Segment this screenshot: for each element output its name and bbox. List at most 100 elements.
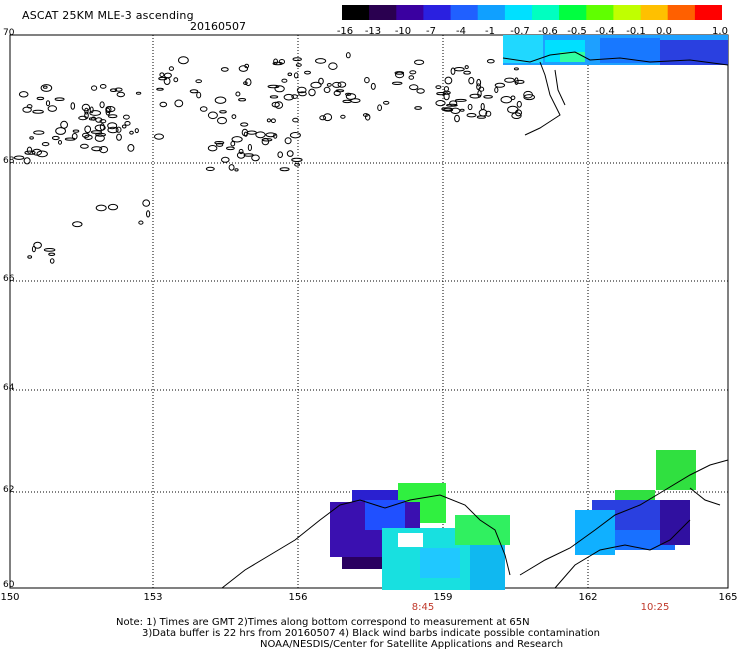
lake-contour xyxy=(335,89,345,93)
lake-contour xyxy=(435,100,446,107)
lake-contour xyxy=(494,87,499,93)
lake-contour xyxy=(370,82,376,90)
lake-contour xyxy=(319,115,327,121)
lake-contour xyxy=(350,98,361,103)
lon-label: 162 xyxy=(578,592,598,603)
lake-contour xyxy=(364,77,370,84)
lake-contour xyxy=(436,92,446,96)
colorbar-swatch xyxy=(423,5,451,20)
lake-contour xyxy=(23,157,31,165)
lake-contour xyxy=(108,114,118,119)
lake-contours xyxy=(13,52,536,264)
lake-contour xyxy=(272,61,283,66)
lake-contour xyxy=(304,70,311,75)
lake-contour xyxy=(127,144,135,152)
lake-contour xyxy=(342,99,352,104)
lake-contour xyxy=(158,76,168,81)
lake-contour xyxy=(51,135,60,141)
lake-contour xyxy=(323,86,331,94)
lake-contour xyxy=(444,76,453,85)
lake-contour xyxy=(449,100,458,107)
lake-contour xyxy=(486,59,495,64)
lake-contour xyxy=(238,148,244,155)
lake-contour xyxy=(156,87,164,91)
lake-contour xyxy=(238,65,249,72)
colorbar-tick: -1 xyxy=(485,26,495,37)
lake-contour xyxy=(464,65,469,70)
lake-contour xyxy=(500,96,513,104)
lake-contour xyxy=(516,100,522,108)
pass-time: 10:25 xyxy=(640,602,670,613)
lake-contour xyxy=(469,93,481,99)
lake-contour xyxy=(345,92,352,96)
colorbar-tick: -0.5 xyxy=(567,26,587,37)
lake-contour xyxy=(345,93,357,100)
lake-contour xyxy=(88,117,97,121)
lake-contour xyxy=(84,107,89,115)
lake-contour xyxy=(394,71,405,75)
lake-contour xyxy=(345,52,351,59)
lake-contour xyxy=(450,67,456,75)
lake-contour xyxy=(78,115,88,121)
lake-contour xyxy=(289,132,301,139)
lake-contour xyxy=(443,86,449,92)
lake-contour xyxy=(255,131,266,139)
lake-contour xyxy=(328,62,338,70)
lake-contour xyxy=(251,154,260,162)
coastline xyxy=(221,51,729,589)
lake-contour xyxy=(308,88,316,97)
lake-contour xyxy=(504,77,515,83)
colorbar-swatch xyxy=(640,5,669,20)
lake-contour xyxy=(292,57,302,62)
lake-contour xyxy=(284,137,292,145)
map-frame xyxy=(9,34,729,589)
lake-contour xyxy=(467,103,473,111)
note-line-3: NOAA/NESDIS/Center for Satellite Applica… xyxy=(260,639,564,650)
lake-contour xyxy=(80,143,89,149)
lake-contour xyxy=(174,99,184,108)
lake-contour xyxy=(476,115,486,119)
lake-contour xyxy=(89,106,94,114)
lake-contour xyxy=(270,118,276,123)
lake-contour xyxy=(217,116,227,125)
lake-contour xyxy=(274,101,284,109)
lake-contour xyxy=(27,255,33,259)
lake-contour xyxy=(41,142,50,147)
lake-contour xyxy=(292,117,299,123)
lake-contour xyxy=(265,132,276,138)
graticule xyxy=(10,35,728,588)
colorbar-swatch xyxy=(667,5,696,20)
lake-contour xyxy=(515,79,525,84)
lake-contour xyxy=(142,199,151,207)
lake-contour xyxy=(163,72,172,79)
lake-contour xyxy=(123,114,130,120)
lake-contour xyxy=(514,77,519,85)
lat-label: 64 xyxy=(3,383,15,393)
lake-contour xyxy=(340,114,346,119)
lake-contour xyxy=(91,85,98,91)
lake-contour xyxy=(310,81,322,89)
lake-contour xyxy=(134,128,139,134)
lake-contour xyxy=(105,107,111,116)
lake-contour xyxy=(435,85,442,89)
lake-contour xyxy=(33,241,42,249)
lake-contour xyxy=(228,164,235,171)
lake-contour xyxy=(287,72,293,77)
lake-contour xyxy=(116,91,126,98)
colorbar-swatch xyxy=(532,5,560,20)
lake-contour xyxy=(273,58,279,65)
lake-contour xyxy=(178,56,189,65)
lake-contour xyxy=(54,97,65,101)
lake-contour xyxy=(55,127,66,135)
lon-label: 165 xyxy=(718,592,738,603)
colorbar xyxy=(342,5,722,20)
lake-contour xyxy=(337,81,347,88)
lake-contour xyxy=(31,245,36,253)
lake-contour xyxy=(277,151,284,158)
lake-contour xyxy=(84,134,93,141)
lake-contour xyxy=(286,150,294,157)
lake-contour xyxy=(236,151,246,159)
colorbar-swatch xyxy=(559,5,587,20)
lake-contour xyxy=(121,124,127,129)
